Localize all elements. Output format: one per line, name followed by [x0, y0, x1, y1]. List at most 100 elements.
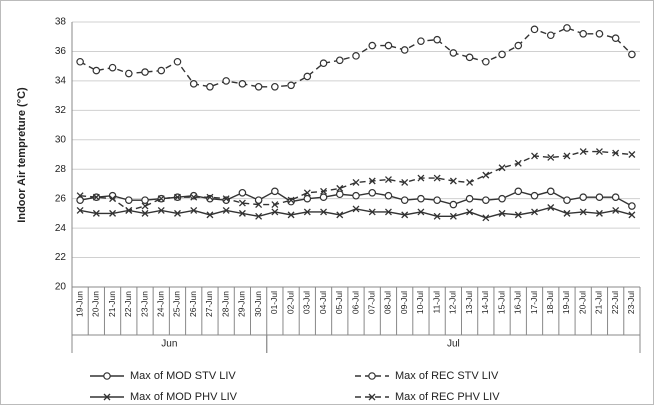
point — [335, 190, 344, 199]
x-tick-label: 05-Jul — [334, 291, 344, 314]
legend-marker — [368, 393, 376, 401]
point — [595, 193, 604, 201]
x-tick-label: 06-Jul — [350, 291, 360, 314]
point — [254, 82, 263, 91]
point — [174, 209, 181, 217]
point — [173, 57, 182, 66]
point — [287, 81, 295, 90]
point — [157, 195, 165, 203]
series — [76, 148, 636, 214]
x-tick-label: 23-Jun — [139, 291, 149, 317]
point — [579, 208, 587, 216]
point — [109, 195, 117, 203]
legend-marker — [103, 393, 111, 401]
legend-item: Max of REC PHV LIV — [355, 391, 500, 403]
point — [303, 189, 311, 197]
point — [514, 41, 523, 50]
y-tick-label: 30 — [55, 134, 67, 145]
point — [384, 191, 393, 200]
point — [222, 206, 230, 214]
legend-label: Max of REC STV LIV — [395, 370, 499, 382]
y-tick-label: 32 — [55, 105, 67, 116]
point — [628, 151, 636, 158]
legend-label: Max of MOD PHV LIV — [130, 391, 238, 403]
point — [498, 164, 506, 172]
point — [222, 77, 230, 85]
point — [417, 208, 425, 216]
point — [611, 34, 620, 42]
point — [255, 201, 263, 209]
point — [206, 193, 214, 201]
point — [465, 194, 474, 203]
point — [238, 199, 246, 207]
x-tick-label: 16-Jul — [513, 291, 523, 314]
point — [384, 208, 392, 216]
point — [254, 196, 263, 204]
point — [352, 205, 360, 213]
point — [563, 152, 571, 160]
point — [238, 80, 247, 88]
point — [271, 82, 279, 91]
point — [255, 212, 263, 220]
point — [141, 209, 149, 217]
point — [417, 174, 425, 182]
point — [76, 192, 84, 200]
point — [303, 208, 311, 216]
y-tick-label: 22 — [55, 252, 67, 263]
point — [612, 149, 620, 157]
point — [433, 174, 441, 182]
point — [498, 50, 506, 59]
point — [157, 206, 165, 214]
point — [595, 148, 603, 156]
x-tick-label: 04-Jul — [318, 291, 328, 314]
point — [125, 196, 133, 204]
point — [449, 49, 458, 57]
x-tick-label: 22-Jun — [123, 291, 133, 317]
point — [612, 206, 620, 214]
point — [482, 214, 490, 222]
point — [108, 63, 117, 72]
point — [157, 66, 166, 75]
x-tick-label: 21-Jul — [594, 291, 604, 314]
point — [514, 211, 522, 219]
point — [76, 57, 84, 66]
x-tick-label: 22-Jul — [610, 291, 620, 314]
y-tick-label: 28 — [55, 164, 67, 175]
point — [303, 194, 312, 203]
point — [190, 206, 198, 214]
point — [92, 193, 100, 201]
point — [320, 208, 328, 216]
x-tick-label: 18-Jul — [545, 291, 555, 314]
point — [190, 193, 198, 201]
point — [368, 41, 377, 50]
y-tick-label: 38 — [55, 17, 67, 28]
x-tick-label: 21-Jun — [107, 291, 117, 317]
point — [368, 188, 377, 197]
point — [174, 193, 181, 201]
point — [563, 196, 571, 204]
point — [482, 57, 490, 66]
point — [628, 211, 636, 219]
point — [400, 46, 409, 54]
legend-item: Max of MOD STV LIV — [90, 370, 236, 382]
point — [628, 50, 636, 59]
point — [92, 209, 100, 217]
point — [531, 152, 538, 160]
x-tick-label: 29-Jun — [237, 291, 247, 317]
point — [433, 196, 441, 204]
x-tick-label: 26-Jun — [188, 291, 198, 317]
point — [417, 194, 425, 203]
x-tick-label: 20-Jun — [91, 291, 101, 317]
legend-marker — [103, 372, 111, 380]
point — [141, 196, 149, 204]
point — [466, 208, 474, 216]
group-label: Jul — [447, 339, 460, 350]
point — [336, 211, 344, 219]
point — [611, 193, 620, 201]
x-tick-label: 03-Jul — [302, 291, 312, 314]
legend-item: Max of MOD PHV LIV — [90, 391, 238, 403]
point — [417, 37, 425, 45]
x-tick-label: 30-Jun — [253, 291, 263, 317]
point — [514, 159, 522, 167]
